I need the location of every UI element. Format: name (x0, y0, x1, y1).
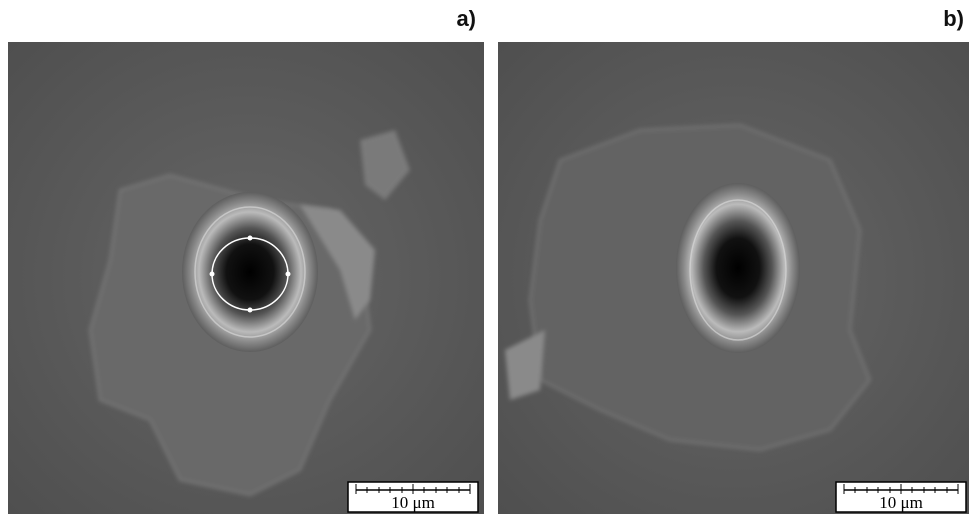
scale-text: 10 μm (879, 493, 923, 512)
panel-label: a) (456, 6, 476, 31)
pit (182, 192, 318, 352)
panel-label: b) (943, 6, 964, 31)
panel-a: a) 10 μm (8, 6, 484, 514)
pit (676, 183, 800, 353)
panel-b: b) 10 μm (498, 6, 969, 514)
figure: a) 10 μm b) (0, 0, 969, 514)
scale-text: 10 μm (391, 493, 435, 512)
scale-bar: 10 μm (348, 482, 478, 512)
scale-bar: 10 μm (836, 482, 966, 512)
